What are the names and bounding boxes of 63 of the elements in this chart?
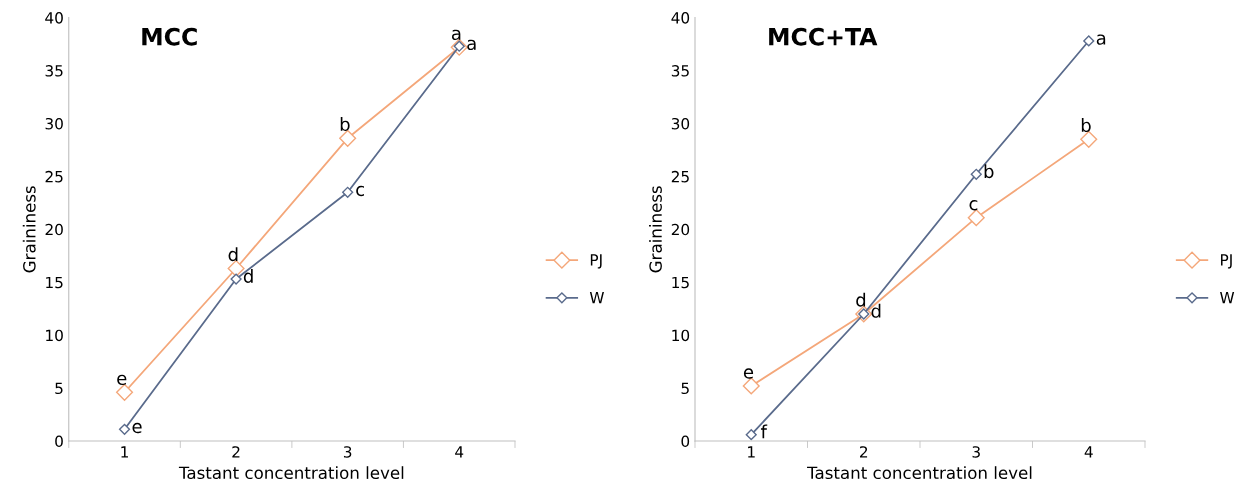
x-tick-label: 1 [121, 446, 128, 458]
x-tick-label: 3 [343, 446, 352, 458]
y-tick-label: 15 [672, 276, 689, 289]
x-axis-title: Tastant concentration level [178, 466, 404, 480]
point [118, 423, 131, 435]
legend-label: W [1220, 292, 1235, 304]
point [967, 209, 985, 227]
annotation: b [984, 164, 994, 179]
chart-title: MCC [142, 27, 197, 46]
y-tick-label: 0 [55, 435, 63, 448]
point [339, 129, 357, 147]
annotation: e [743, 368, 754, 379]
y-tick-label: 20 [45, 223, 63, 236]
annotation: a [1096, 34, 1106, 45]
point [970, 168, 982, 180]
y-tick-label: 20 [671, 223, 690, 236]
x-tick-label: 4 [455, 446, 464, 458]
point [230, 273, 242, 285]
y-tick-label: 10 [46, 329, 63, 342]
annotation: d [228, 247, 238, 262]
point [1083, 35, 1095, 47]
annotation: e [117, 374, 127, 386]
annotation: c [356, 185, 364, 197]
annotation: c [969, 200, 978, 211]
y-tick-label: 15 [46, 276, 63, 289]
y-tick-label: 25 [45, 170, 63, 183]
annotation: d [856, 292, 866, 307]
annotation: a [451, 29, 461, 41]
y-tick-label: 25 [671, 170, 689, 183]
x-axis-title: Tastant concentration level [807, 466, 1032, 480]
x-tick-label: 2 [232, 446, 240, 458]
annotation: d [871, 303, 881, 318]
y-tick-label: 35 [671, 65, 689, 77]
x-tick-label: 4 [1084, 446, 1093, 458]
y-tick-label: 30 [45, 117, 63, 130]
annotation: b [340, 117, 350, 132]
point [115, 383, 134, 401]
y-axis-title: Graininess [22, 186, 36, 273]
legend-label: PJ [1221, 254, 1232, 269]
point [1080, 130, 1098, 148]
x-tick-label: 1 [748, 446, 755, 458]
y-tick-label: 35 [45, 65, 63, 77]
chart-title: MCC+TA [769, 27, 878, 46]
y-axis-title: Graininess [649, 186, 662, 273]
y-tick-label: 0 [681, 435, 690, 448]
annotation: b [1081, 118, 1091, 133]
annotation: a [467, 39, 476, 51]
annotation: e [132, 422, 142, 434]
y-tick-label: 10 [672, 329, 690, 342]
annotation: d [243, 268, 253, 283]
x-tick-label: 2 [860, 446, 868, 458]
x-tick-label: 3 [972, 446, 980, 458]
annotation: f [760, 424, 768, 439]
y-tick-label: 40 [45, 12, 63, 24]
y-tick-label: 5 [55, 382, 63, 395]
point [745, 429, 757, 441]
point [342, 186, 354, 198]
y-tick-label: 5 [681, 382, 689, 395]
legend-label: W [589, 292, 604, 304]
point [742, 377, 760, 395]
legend-label: PJ [590, 254, 602, 269]
y-tick-label: 40 [671, 12, 690, 24]
y-tick-label: 30 [671, 117, 690, 130]
